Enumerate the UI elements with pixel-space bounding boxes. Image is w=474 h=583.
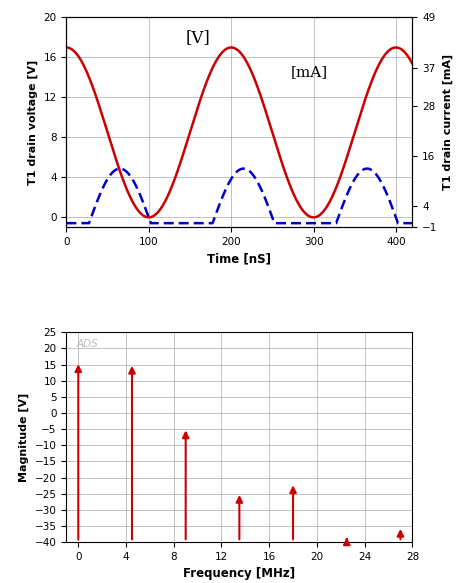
Text: [mA]: [mA]: [291, 65, 328, 79]
X-axis label: Time [nS]: Time [nS]: [207, 252, 272, 266]
Y-axis label: T1 drain current [mA]: T1 drain current [mA]: [443, 54, 453, 191]
Y-axis label: Magnitude [V]: Magnitude [V]: [19, 392, 29, 482]
X-axis label: Frequency [MHz]: Frequency [MHz]: [183, 567, 295, 581]
Text: [V]: [V]: [186, 29, 210, 46]
Text: ADS: ADS: [77, 339, 99, 349]
Y-axis label: T1 drain voltage [V]: T1 drain voltage [V]: [27, 60, 38, 185]
